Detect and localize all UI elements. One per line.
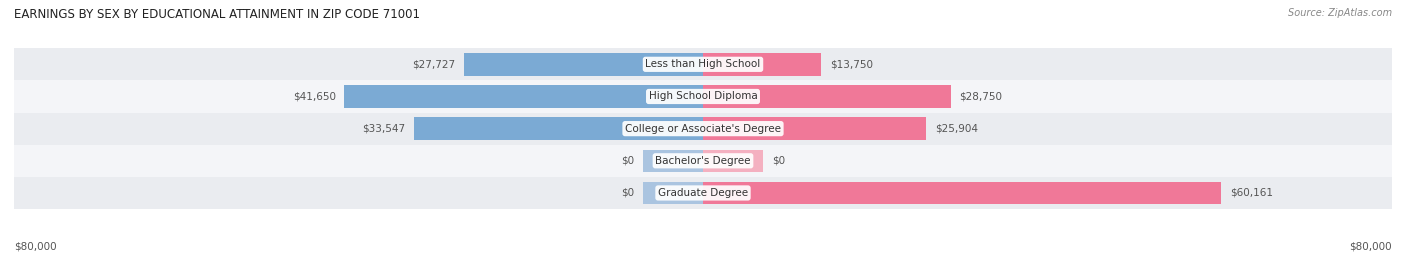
Text: College or Associate's Degree: College or Associate's Degree (626, 124, 780, 134)
Bar (14, 80, 1392, 113)
Bar (14, 113, 1392, 145)
Text: EARNINGS BY SEX BY EDUCATIONAL ATTAINMENT IN ZIP CODE 71001: EARNINGS BY SEX BY EDUCATIONAL ATTAINMEN… (14, 8, 420, 21)
Text: $33,547: $33,547 (363, 124, 405, 134)
Text: High School Diploma: High School Diploma (648, 91, 758, 102)
Bar (703, 85, 950, 108)
Bar (643, 182, 703, 204)
Bar (703, 53, 821, 76)
Bar (703, 117, 927, 140)
Bar (643, 150, 703, 172)
Bar (14, 48, 1392, 80)
Text: $0: $0 (621, 156, 634, 166)
Bar (14, 177, 1392, 209)
Text: $0: $0 (621, 188, 634, 198)
Text: $60,161: $60,161 (1230, 188, 1272, 198)
Bar (703, 150, 763, 172)
Text: $28,750: $28,750 (959, 91, 1002, 102)
Bar (14, 145, 1392, 177)
Bar (703, 182, 1220, 204)
Text: Bachelor's Degree: Bachelor's Degree (655, 156, 751, 166)
Text: $27,727: $27,727 (412, 59, 456, 69)
Text: Source: ZipAtlas.com: Source: ZipAtlas.com (1288, 8, 1392, 18)
Text: Graduate Degree: Graduate Degree (658, 188, 748, 198)
Bar (344, 85, 703, 108)
Text: $80,000: $80,000 (1350, 242, 1392, 252)
Bar (464, 53, 703, 76)
Bar (415, 117, 703, 140)
Text: $41,650: $41,650 (292, 91, 336, 102)
Text: Less than High School: Less than High School (645, 59, 761, 69)
Text: $80,000: $80,000 (14, 242, 56, 252)
Text: $25,904: $25,904 (935, 124, 977, 134)
Text: $0: $0 (772, 156, 785, 166)
Text: $13,750: $13,750 (830, 59, 873, 69)
